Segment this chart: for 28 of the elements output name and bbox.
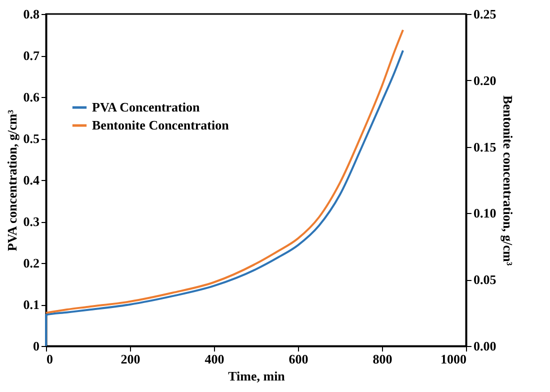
y-tick-label: 0.8 [23, 6, 40, 22]
y-tick-label: 0.1 [23, 297, 40, 312]
y-tick-label: 0.6 [23, 90, 40, 104]
y2-tick-label: 0.15 [474, 139, 497, 154]
x-tick-label: 600 [288, 352, 308, 366]
y2-tick-label: 0.25 [474, 6, 497, 22]
y-tick-label: 0.2 [23, 256, 40, 270]
y-tick-label: 0.3 [23, 214, 40, 229]
x-tick-label: 400 [204, 352, 224, 366]
x-axis-title: Time, min [228, 368, 286, 384]
y-tick-label: 0.7 [23, 48, 40, 63]
x-tick-label: 1000 [440, 352, 466, 366]
line-series [45, 50, 404, 347]
y-tick-label: 0.5 [23, 131, 40, 146]
y-tick-label: 0.4 [23, 172, 40, 188]
legend-label: PVA Concentration [92, 100, 200, 114]
y2-tick-label: 0.00 [474, 338, 496, 354]
y2-tick-label: 0.20 [474, 72, 496, 88]
y2-tick-label: 0.05 [474, 272, 497, 288]
y2-tick-label: 0.10 [474, 206, 496, 221]
y2-axis-title: Bentonite concentration, g/cm³ [500, 95, 516, 266]
legend-label: Bentonite Concentration [92, 118, 230, 132]
x-tick-label: 800 [372, 352, 392, 366]
line-series [45, 28, 404, 314]
x-tick-label: 0 [46, 352, 53, 366]
x-tick-label: 200 [120, 352, 140, 366]
y-tick-label: 0 [33, 338, 40, 354]
y-axis-title: PVA concentration, g/cm³ [4, 110, 20, 252]
